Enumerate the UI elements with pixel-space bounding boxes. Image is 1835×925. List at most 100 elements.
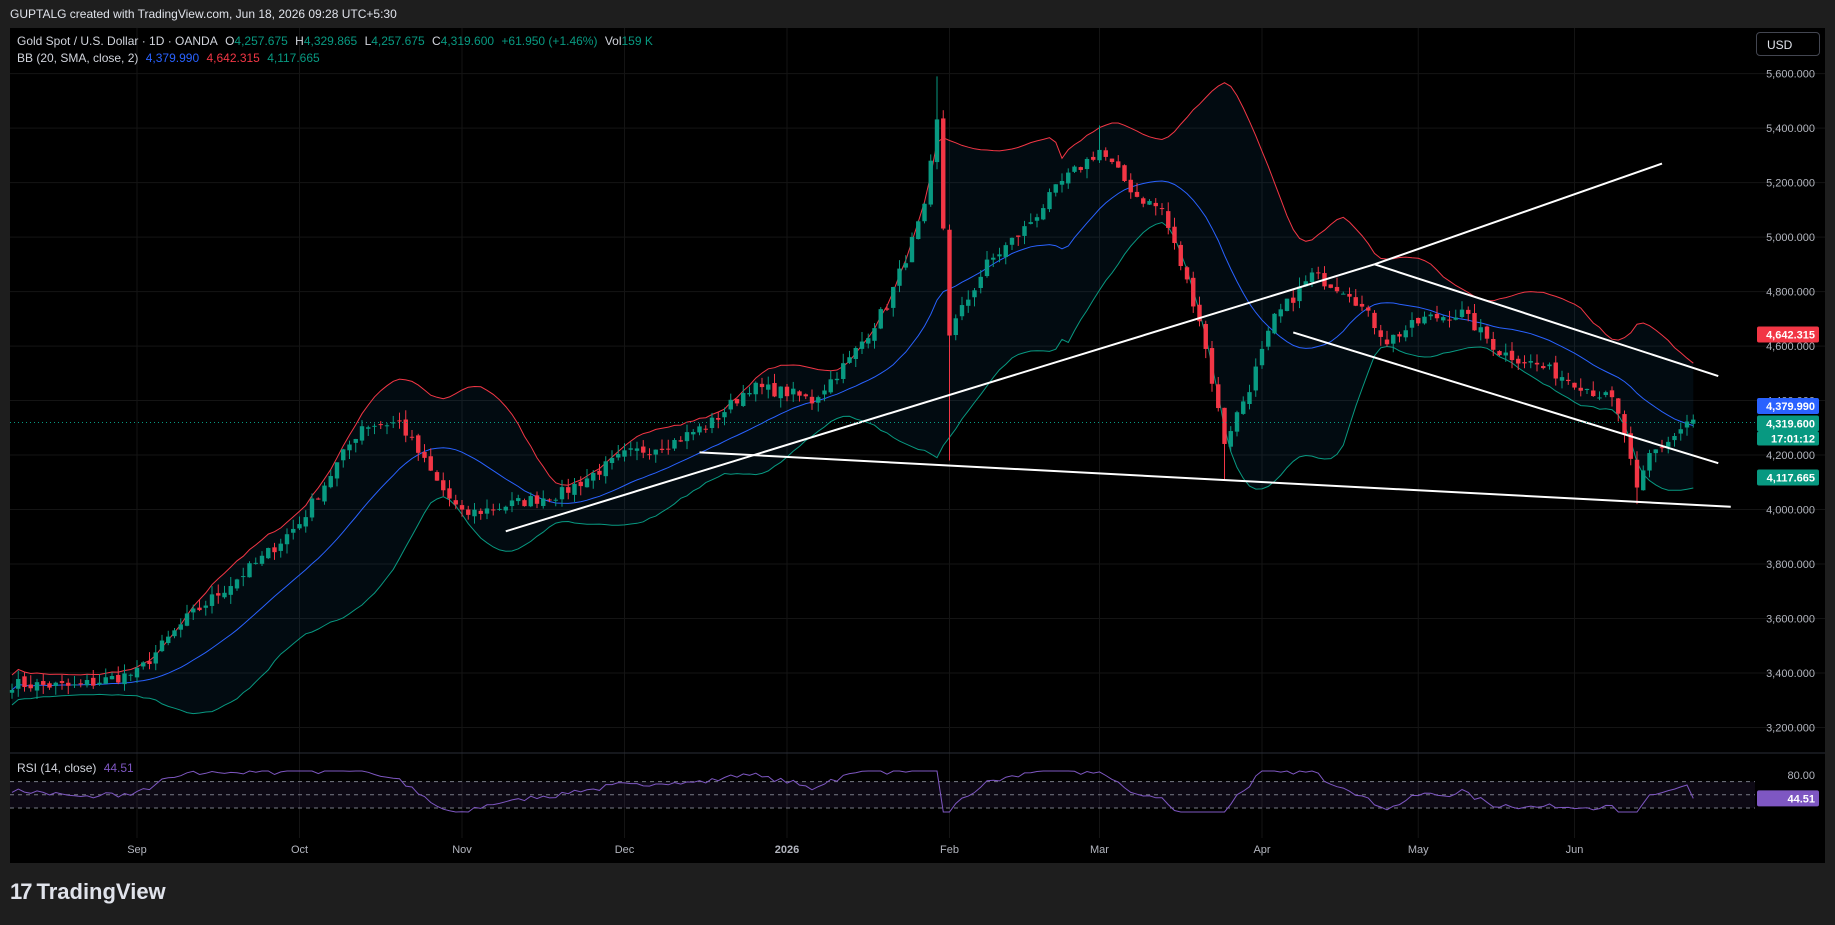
candle: [716, 412, 721, 429]
candle-body: [934, 119, 940, 163]
candle-body: [216, 593, 221, 596]
candle-body: [553, 499, 558, 501]
candle: [1141, 196, 1146, 208]
rsi-pane[interactable]: 80.00: [10, 770, 1815, 813]
candle-body: [134, 667, 140, 678]
candle-body: [1116, 161, 1121, 168]
candle-body: [391, 422, 396, 424]
candle: [84, 674, 90, 688]
candle-body: [1384, 339, 1390, 345]
candle-body: [1653, 449, 1658, 454]
candle-body: [384, 425, 390, 427]
candle-body: [559, 487, 565, 500]
candle: [1097, 125, 1102, 163]
candle: [1391, 334, 1396, 353]
trendline: [699, 451, 1731, 508]
candle: [1066, 168, 1071, 189]
candle-body: [1128, 179, 1133, 193]
candle: [966, 290, 971, 313]
candle: [872, 322, 877, 349]
brand-name: TradingView: [36, 879, 166, 904]
candle: [159, 634, 165, 653]
candle: [278, 538, 283, 558]
candle-body: [466, 509, 471, 515]
candle-body: [1184, 267, 1190, 280]
time-tick-label: Feb: [940, 844, 959, 856]
candle: [1378, 324, 1383, 346]
candle: [1291, 288, 1296, 312]
candle-body: [1009, 237, 1015, 245]
candle-body: [428, 456, 433, 471]
candle-body: [478, 510, 483, 514]
candle-body: [1178, 244, 1183, 267]
candle: [1403, 325, 1408, 342]
candle-body: [959, 305, 965, 317]
candle: [1622, 410, 1627, 443]
candle-body: [1247, 392, 1252, 405]
candle-body: [128, 674, 133, 676]
candle: [1578, 378, 1583, 397]
candle: [128, 673, 133, 682]
candle: [559, 479, 565, 507]
candle: [203, 600, 208, 616]
candle-body: [203, 605, 208, 608]
time-tick-label: Oct: [291, 844, 308, 856]
candle: [928, 154, 933, 207]
candle: [153, 644, 158, 671]
candle: [1272, 313, 1277, 335]
currency-button[interactable]: USD: [1756, 32, 1820, 56]
candle: [609, 450, 615, 470]
candle-body: [716, 418, 721, 420]
chart-frame[interactable]: [10, 28, 1825, 863]
candle-body: [903, 263, 908, 268]
candle-body: [178, 624, 183, 630]
candle-body: [766, 384, 771, 390]
candle: [497, 503, 502, 511]
candle: [166, 630, 171, 646]
candle-body: [1497, 351, 1502, 356]
candle: [53, 681, 58, 695]
candle-body: [472, 509, 477, 517]
candle-body: [1241, 401, 1246, 414]
candle: [847, 350, 852, 364]
candle: [303, 510, 308, 533]
candle-body: [697, 426, 702, 433]
candle: [1091, 151, 1096, 162]
candle-body: [1197, 304, 1202, 322]
candle: [866, 333, 871, 349]
candle-body: [447, 488, 452, 499]
candle: [1509, 342, 1515, 369]
candle-body: [403, 419, 408, 436]
candle: [484, 499, 490, 520]
candle: [878, 307, 883, 330]
candle: [659, 439, 665, 453]
candle-body: [297, 524, 302, 529]
trendlines[interactable]: [505, 162, 1731, 533]
time-axis[interactable]: Sep Oct Nov Dec 2026 Feb Mar Apr May Jun: [127, 844, 1583, 856]
candle: [572, 477, 577, 502]
candle-body: [747, 393, 752, 395]
bb-basis-line: [11, 180, 1694, 691]
candle-body: [641, 446, 646, 453]
candles[interactable]: [9, 76, 1696, 699]
brand-bar[interactable]: 17 TradingView: [10, 872, 166, 912]
candle-body: [1572, 382, 1577, 388]
candle-body: [753, 382, 758, 395]
candle: [141, 661, 146, 670]
candle-body: [1309, 272, 1315, 283]
candle-body: [984, 259, 990, 277]
candle: [1447, 310, 1452, 328]
candle-body: [1159, 208, 1165, 210]
candle: [291, 519, 296, 540]
candle: [122, 664, 127, 691]
candle-body: [634, 448, 640, 451]
price-axis[interactable]: 3,200.000 3,400.000 3,600.000 3,800.000 4,00…: [1766, 69, 1815, 735]
candle-body: [1122, 165, 1127, 182]
candle: [784, 384, 790, 402]
candle: [1084, 157, 1090, 179]
last-price-tag-bg: [1757, 415, 1819, 432]
candle-body: [1066, 172, 1071, 184]
candle-body: [1478, 327, 1483, 333]
candle: [1259, 340, 1265, 369]
